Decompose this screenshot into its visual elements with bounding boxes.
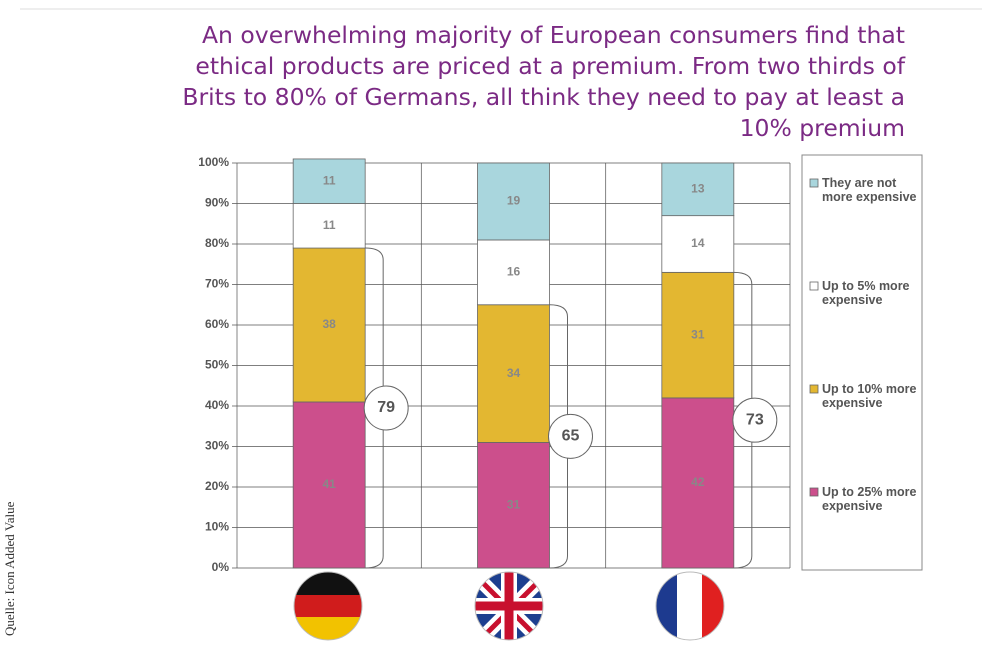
- data-label: 11: [323, 173, 336, 187]
- flag-border: [474, 571, 544, 641]
- total-label: 73: [746, 411, 764, 428]
- y-tick-label: 20%: [205, 479, 229, 493]
- data-label: 13: [691, 181, 705, 195]
- data-label: 11: [323, 218, 336, 232]
- data-label: 14: [691, 236, 705, 250]
- y-tick-label: 50%: [205, 358, 229, 372]
- legend-label: Up to 25% more expensive: [822, 485, 917, 513]
- y-tick-label: 0%: [212, 560, 230, 574]
- legend-swatch: [809, 281, 819, 291]
- data-label: 31: [507, 497, 521, 511]
- y-tick-label: 100%: [198, 155, 229, 169]
- legend-swatch: [809, 384, 819, 394]
- data-label: 41: [322, 477, 336, 491]
- bar-segment: [292, 203, 366, 249]
- bar-segment: [661, 397, 735, 569]
- bar-segment: [292, 247, 366, 403]
- y-tick-label: 60%: [205, 317, 229, 331]
- bar-segment: [292, 401, 366, 569]
- bar-segment: [477, 442, 550, 569]
- bar-segment: [477, 304, 550, 443]
- bar-segment: [477, 162, 550, 241]
- legend-swatch: [809, 178, 819, 188]
- flag-france: [656, 572, 724, 640]
- y-tick-label: 70%: [205, 277, 229, 291]
- data-label: 31: [691, 327, 705, 341]
- y-tick-label: 10%: [205, 520, 229, 534]
- flag-border: [293, 571, 363, 641]
- total-badge: [363, 385, 409, 431]
- total-badge: [732, 397, 778, 443]
- y-tick-label: 90%: [205, 196, 229, 210]
- total-label: 79: [377, 399, 395, 416]
- legend-swatch: [809, 487, 819, 497]
- bar-segment: [477, 239, 550, 306]
- y-tick-label: 80%: [205, 236, 229, 250]
- data-label: 16: [507, 265, 521, 279]
- data-label: 42: [691, 475, 705, 489]
- chart-title: An overwhelming majority of European con…: [182, 21, 905, 142]
- flag-germany: [294, 572, 362, 640]
- total-label: 65: [562, 428, 580, 445]
- data-label: 34: [507, 366, 521, 380]
- source-note: Quelle: Icon Added Value: [2, 501, 17, 636]
- y-tick-label: 40%: [205, 398, 229, 412]
- y-tick-label: 30%: [205, 439, 229, 453]
- total-badge: [548, 413, 593, 459]
- legend-box: [801, 154, 923, 571]
- bar-segment: [661, 162, 735, 217]
- legend-label: Up to 5% more expensive: [822, 279, 910, 307]
- legend-label: Up to 10% more expensive: [822, 382, 917, 410]
- data-label: 38: [322, 317, 336, 331]
- flag-uk: [475, 572, 543, 640]
- legend-label: They are not more expensive: [822, 176, 917, 204]
- flag-border: [655, 571, 725, 641]
- bar-segment: [292, 158, 366, 204]
- data-label: 19: [507, 194, 521, 208]
